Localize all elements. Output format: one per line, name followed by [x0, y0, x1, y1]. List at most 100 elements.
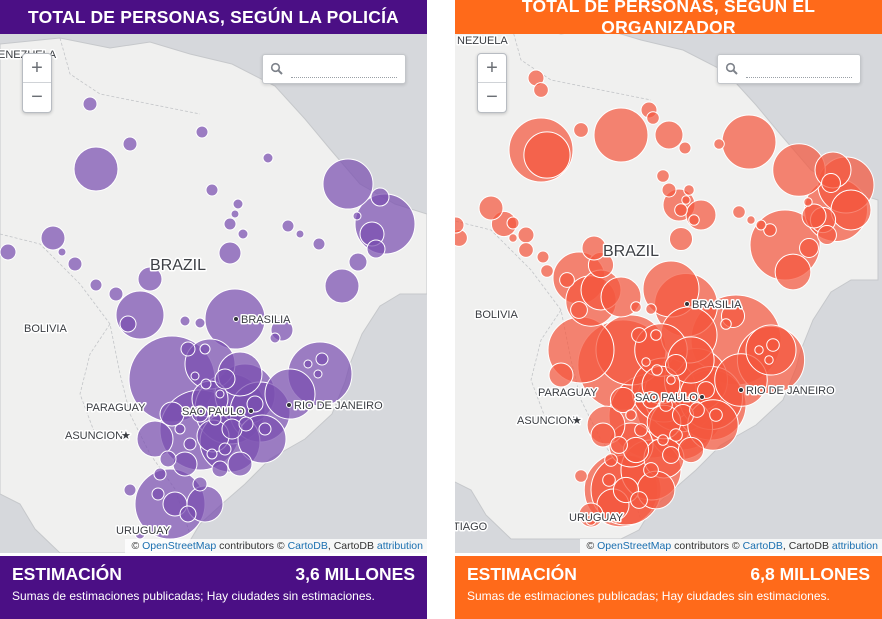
- city-bubble[interactable]: [799, 238, 819, 258]
- city-bubble[interactable]: [764, 355, 774, 365]
- city-bubble[interactable]: [119, 315, 137, 333]
- city-bubble[interactable]: [190, 371, 200, 381]
- city-bubble[interactable]: [262, 152, 274, 164]
- city-bubble[interactable]: [153, 467, 167, 481]
- city-bubble[interactable]: [610, 436, 628, 454]
- city-bubble[interactable]: [478, 195, 504, 221]
- city-bubble[interactable]: [540, 264, 554, 278]
- city-bubble[interactable]: [159, 450, 177, 468]
- city-bubble[interactable]: [681, 195, 691, 205]
- city-bubble[interactable]: [634, 423, 648, 437]
- city-bubble[interactable]: [183, 437, 197, 451]
- city-bubble[interactable]: [122, 136, 138, 152]
- city-bubble[interactable]: [803, 197, 813, 207]
- city-bubble[interactable]: [370, 187, 390, 207]
- city-bubble[interactable]: [215, 389, 225, 399]
- city-bubble[interactable]: [258, 422, 272, 436]
- city-bubble[interactable]: [264, 368, 316, 420]
- police-map[interactable]: ENEZUELA BRAZIL BOLIVIA BRASILIA PARAGUA…: [0, 34, 427, 553]
- city-bubble[interactable]: [570, 301, 588, 319]
- city-bubble[interactable]: [523, 131, 571, 179]
- city-bubble[interactable]: [689, 402, 705, 418]
- city-bubble[interactable]: [801, 203, 827, 229]
- city-bubble[interactable]: [237, 228, 249, 240]
- city-bubble[interactable]: [180, 341, 196, 357]
- city-bubble[interactable]: [654, 120, 684, 150]
- city-bubble[interactable]: [720, 318, 732, 330]
- city-bubble[interactable]: [609, 386, 637, 414]
- city-bubble[interactable]: [602, 473, 616, 487]
- city-bubble[interactable]: [151, 487, 165, 501]
- city-bubble[interactable]: [661, 182, 677, 198]
- city-bubble[interactable]: [559, 272, 575, 288]
- city-bubble[interactable]: [683, 184, 695, 196]
- city-bubble[interactable]: [179, 315, 191, 327]
- city-bubble[interactable]: [732, 205, 746, 219]
- zoom-in-button[interactable]: +: [478, 54, 506, 83]
- city-bubble[interactable]: [763, 223, 777, 237]
- city-bubble[interactable]: [206, 448, 218, 460]
- city-bubble[interactable]: [754, 345, 764, 355]
- city-bubble[interactable]: [651, 364, 663, 376]
- city-bubble[interactable]: [172, 451, 198, 477]
- city-bubble[interactable]: [668, 226, 694, 252]
- city-bubble[interactable]: [508, 233, 518, 243]
- city-bubble[interactable]: [136, 420, 174, 458]
- city-bubble[interactable]: [622, 436, 650, 464]
- city-bubble[interactable]: [657, 434, 669, 446]
- city-bubble[interactable]: [642, 391, 660, 409]
- zoom-out-button[interactable]: −: [486, 86, 498, 108]
- city-bubble[interactable]: [830, 189, 872, 231]
- city-bubble[interactable]: [73, 146, 119, 192]
- city-bubble[interactable]: [238, 416, 254, 432]
- city-bubble[interactable]: [214, 368, 236, 390]
- city-bubble[interactable]: [518, 242, 534, 258]
- city-bubble[interactable]: [195, 125, 209, 139]
- city-bubble[interactable]: [174, 423, 186, 435]
- city-bubble[interactable]: [205, 183, 219, 197]
- city-bubble[interactable]: [352, 211, 362, 221]
- city-bubble[interactable]: [506, 216, 520, 230]
- city-bubble[interactable]: [533, 82, 549, 98]
- osm-link[interactable]: OpenStreetMap: [597, 540, 672, 552]
- organizer-map[interactable]: NEZUELA BRAZIL BOLIVIA BRASILIA PARAGUAY…: [455, 34, 882, 553]
- city-bubble[interactable]: [643, 462, 659, 478]
- zoom-in-button[interactable]: +: [23, 54, 51, 83]
- city-bubble[interactable]: [295, 229, 305, 239]
- city-bubble[interactable]: [227, 451, 253, 477]
- city-bubble[interactable]: [455, 216, 465, 234]
- city-bubble[interactable]: [630, 301, 642, 313]
- city-bubble[interactable]: [573, 122, 589, 138]
- city-bubble[interactable]: [208, 412, 222, 426]
- city-bubble[interactable]: [604, 453, 618, 467]
- city-bubble[interactable]: [669, 428, 683, 442]
- city-bubble[interactable]: [688, 214, 700, 226]
- city-bubble[interactable]: [123, 483, 137, 497]
- city-bubble[interactable]: [269, 332, 281, 344]
- city-bubble[interactable]: [366, 239, 386, 259]
- city-bubble[interactable]: [199, 343, 211, 355]
- city-bubble[interactable]: [322, 158, 374, 210]
- city-bubble[interactable]: [192, 476, 208, 492]
- attribution-link[interactable]: attribution: [831, 540, 878, 552]
- city-bubble[interactable]: [665, 354, 687, 376]
- city-bubble[interactable]: [650, 329, 662, 341]
- city-bubble[interactable]: [766, 338, 780, 352]
- city-bubble[interactable]: [191, 405, 209, 423]
- city-bubble[interactable]: [656, 169, 670, 183]
- city-bubble[interactable]: [40, 225, 66, 251]
- city-bubble[interactable]: [159, 401, 185, 427]
- city-bubble[interactable]: [548, 362, 574, 388]
- city-bubble[interactable]: [625, 409, 637, 421]
- city-bubble[interactable]: [315, 352, 329, 366]
- city-bubble[interactable]: [194, 317, 206, 329]
- osm-link[interactable]: OpenStreetMap: [142, 540, 217, 552]
- city-bubble[interactable]: [230, 209, 240, 219]
- city-bubble[interactable]: [115, 290, 165, 340]
- attribution-link[interactable]: attribution: [376, 540, 423, 552]
- city-bubble[interactable]: [630, 491, 648, 509]
- city-bubble[interactable]: [646, 111, 660, 125]
- city-bubble[interactable]: [666, 375, 676, 385]
- city-bubble[interactable]: [821, 173, 841, 193]
- city-bubble[interactable]: [517, 226, 535, 244]
